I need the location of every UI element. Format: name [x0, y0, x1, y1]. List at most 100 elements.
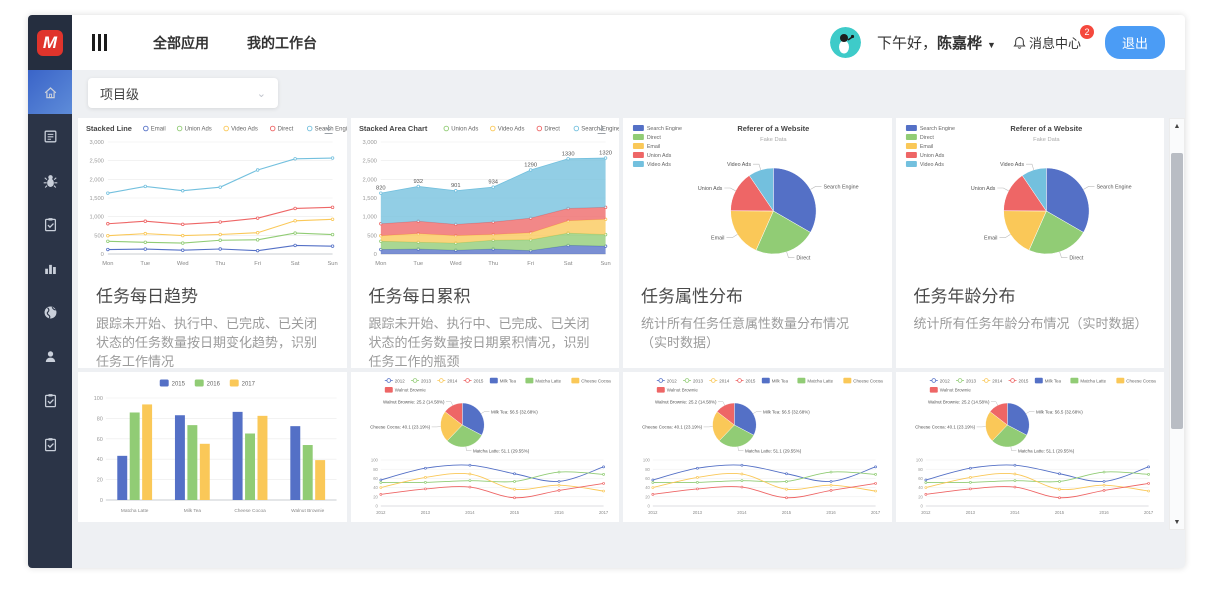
svg-text:100: 100	[370, 458, 378, 463]
svg-text:2016: 2016	[826, 510, 836, 515]
svg-text:0: 0	[100, 498, 103, 504]
stacked-area-chart[interactable]: 0 500 1,000 1,500 2,000 2,500 3,000 Mon Tue Wed Th…	[351, 118, 619, 270]
avatar[interactable]	[830, 27, 862, 58]
svg-text:Milk Tea: Milk Tea	[1044, 378, 1061, 383]
grouped-bar-chart[interactable]: 2015 2016 2017 0 20 40 60 80 100 Matcha Latte Milk…	[78, 372, 347, 518]
card-task-daily-trend[interactable]: 0 500 1,000 1,500 2,000 2,500 3,000 Mon Tue Wed Th…	[78, 118, 347, 368]
logout-button[interactable]: 退出	[1104, 26, 1165, 59]
document-icon	[44, 130, 56, 142]
scrollbar-thumb[interactable]	[1171, 153, 1183, 429]
nav-my-workspace[interactable]: 我的工作台	[247, 34, 317, 51]
svg-text:Walnut Brownie: 25.2 (14.58%): Walnut Brownie: 25.2 (14.58%)	[655, 399, 717, 404]
svg-text:40: 40	[373, 485, 378, 490]
svg-text:0: 0	[373, 252, 376, 258]
svg-text:Video Ads: Video Ads	[231, 127, 258, 133]
clipboard-check-icon	[44, 393, 56, 407]
svg-text:20: 20	[645, 494, 650, 499]
svg-text:Matcha Latte: Matcha Latte	[535, 378, 561, 383]
dashboard-grid: 0 500 1,000 1,500 2,000 2,500 3,000 Mon Tue Wed Th…	[78, 118, 1164, 522]
card-pie-line-chart[interactable]: 2012 2013 2014 2015 Milk Tea Matcha Latte Chee…	[895, 372, 1165, 522]
svg-text:Tue: Tue	[413, 261, 423, 267]
user-icon	[45, 350, 55, 362]
svg-text:Milk Tea: Milk Tea	[772, 378, 789, 383]
svg-text:2015: 2015	[509, 510, 519, 515]
card-task-attribute-distribution[interactable]: Search Engine Direct Email Union Ads Video A…	[623, 118, 892, 368]
svg-text:Sat: Sat	[291, 261, 300, 267]
svg-text:Matcha Latte: Matcha Latte	[121, 508, 149, 514]
sidebar-item-1[interactable]	[28, 114, 72, 158]
svg-text:Referer of a Website: Referer of a Website	[1010, 124, 1082, 133]
nav-all-apps[interactable]: 全部应用	[153, 34, 209, 51]
pie-line-chart[interactable]: 2012 2013 2014 2015 Milk Tea Matcha Latte Chee…	[351, 372, 620, 518]
svg-text:Video Ads: Video Ads	[727, 162, 751, 168]
card-bar-chart[interactable]: 2015 2016 2017 0 20 40 60 80 100 Matcha Latte Milk…	[78, 372, 347, 522]
caret-down-icon: ▼	[987, 40, 996, 50]
svg-text:60: 60	[645, 476, 650, 481]
bug-icon	[43, 174, 57, 188]
card-pie-line-chart[interactable]: 2012 2013 2014 2015 Milk Tea Matcha Latte Chee…	[350, 372, 620, 522]
svg-text:901: 901	[450, 183, 460, 189]
sidebar-item-2[interactable]	[28, 158, 72, 202]
svg-text:Sun: Sun	[600, 261, 610, 267]
sidebar-item-7[interactable]	[28, 378, 72, 422]
card-pie-line-chart[interactable]: 2012 2013 2014 2015 Milk Tea Matcha Latte Chee…	[623, 372, 892, 522]
svg-text:0: 0	[375, 504, 378, 509]
svg-text:Sun: Sun	[327, 261, 337, 267]
referer-pie-chart[interactable]: Search Engine Direct Email Union Ads Video A…	[896, 118, 1165, 270]
svg-text:2017: 2017	[871, 510, 881, 515]
svg-text:Wed: Wed	[449, 261, 461, 267]
stacked-line-chart[interactable]: 0 500 1,000 1,500 2,000 2,500 3,000 Mon Tue Wed Th…	[78, 118, 347, 270]
svg-text:3,000: 3,000	[362, 140, 376, 146]
project-level-select[interactable]: 项目级 ⌄	[88, 78, 278, 108]
svg-text:2012: 2012	[394, 378, 404, 383]
svg-text:Walnut Brownie: Walnut Brownie	[939, 388, 971, 393]
svg-text:2016: 2016	[207, 382, 221, 388]
scroll-down-arrow-icon[interactable]: ▼	[1170, 515, 1184, 529]
svg-text:2013: 2013	[966, 378, 976, 383]
card-task-daily-accumulation[interactable]: 0 500 1,000 1,500 2,000 2,500 3,000 Mon Tue Wed Th…	[350, 118, 619, 368]
svg-text:80: 80	[918, 467, 923, 472]
svg-text:2013: 2013	[965, 510, 975, 515]
svg-text:Referer of a Website: Referer of a Website	[737, 124, 809, 133]
svg-text:Sat: Sat	[563, 261, 572, 267]
svg-text:40: 40	[918, 485, 923, 490]
header-right: 下午好，陈嘉桦 ▼ 消息中心 2 退出	[830, 25, 1185, 59]
pie-line-chart[interactable]: 2012 2013 2014 2015 Milk Tea Matcha Latte Chee…	[623, 372, 892, 518]
svg-text:2012: 2012	[376, 510, 386, 515]
sidebar-item-4[interactable]	[28, 246, 72, 290]
svg-text:2,500: 2,500	[89, 159, 103, 165]
message-center-link[interactable]: 消息中心 2	[1012, 25, 1094, 52]
sidebar-item-0[interactable]	[28, 70, 72, 114]
sidebar-item-6[interactable]	[28, 334, 72, 378]
svg-text:100: 100	[915, 458, 923, 463]
svg-text:Cheese Cocoa: 40.1 (23.19%): Cheese Cocoa: 40.1 (23.19%)	[370, 425, 430, 430]
svg-text:Cheese Cocoa: Cheese Cocoa	[581, 378, 611, 383]
user-greeting[interactable]: 下午好，陈嘉桦 ▼	[877, 32, 996, 53]
svg-text:Stacked Area Chart: Stacked Area Chart	[358, 124, 427, 133]
card-description: 跟踪未开始、执行中、已完成、已关闭状态的任务数量按日期累积情况，识别任务工作的瓶…	[368, 316, 590, 368]
user-name: 陈嘉桦	[937, 35, 983, 52]
svg-text:Email: Email	[919, 144, 932, 150]
svg-text:Cheese Cocoa: Cheese Cocoa	[853, 378, 883, 383]
svg-text:Milk Tea: 56.5 (32.68%): Milk Tea: 56.5 (32.68%)	[490, 409, 537, 414]
pie-line-chart[interactable]: 2012 2013 2014 2015 Milk Tea Matcha Latte Chee…	[896, 372, 1165, 518]
svg-text:Walnut Brownie: Walnut Brownie	[394, 388, 426, 393]
referer-pie-chart[interactable]: Search Engine Direct Email Union Ads Video A…	[623, 118, 892, 270]
scroll-up-arrow-icon[interactable]: ▲	[1170, 119, 1184, 133]
svg-text:Stacked Line: Stacked Line	[86, 124, 132, 133]
svg-text:40: 40	[645, 485, 650, 490]
sidebar-item-8[interactable]	[28, 422, 72, 466]
app-logo[interactable]: M	[28, 15, 72, 70]
sidebar-item-3[interactable]	[28, 202, 72, 246]
svg-text:1,000: 1,000	[362, 215, 376, 221]
main-content: 项目级 ⌄ 0 500 1,000 1,500 2,000 2,500 3,000 Mon Tu…	[72, 70, 1185, 568]
svg-text:Milk Tea: Milk Tea	[499, 378, 516, 383]
card-title: 任务年龄分布	[913, 287, 1016, 306]
svg-text:60: 60	[97, 437, 103, 443]
svg-text:2012: 2012	[921, 510, 931, 515]
vertical-scrollbar[interactable]: ▲ ▼	[1169, 118, 1185, 530]
svg-text:Union Ads: Union Ads	[185, 127, 212, 133]
sidebar-item-5[interactable]	[28, 290, 72, 334]
collapse-menu-icon[interactable]	[88, 30, 111, 55]
card-task-age-distribution[interactable]: Search Engine Direct Email Union Ads Video A…	[895, 118, 1165, 368]
